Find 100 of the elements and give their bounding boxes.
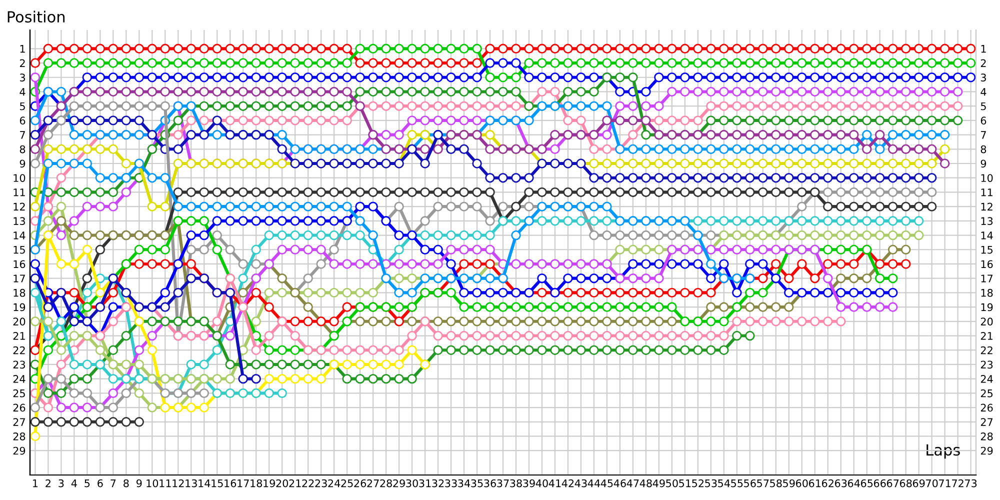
y-tick-label: 8	[20, 145, 26, 154]
x-tick-label: 53	[705, 479, 717, 488]
x-tick-label: 52	[692, 479, 704, 488]
x-tick-label: 11	[160, 479, 171, 488]
x-tick-label: 20	[276, 479, 288, 488]
y2-tick-label: 13	[981, 217, 993, 226]
x-tick-label: 59	[783, 479, 795, 488]
y2-tick-label: 22	[980, 346, 992, 354]
y-tick-label: 5	[20, 102, 25, 110]
x-tick-label: 34	[458, 479, 470, 488]
x-tick-label: 32	[432, 479, 444, 488]
y2-tick-label: 23	[980, 360, 993, 369]
x-tick-label: 21	[289, 479, 301, 488]
x-tick-label: 22	[302, 479, 314, 488]
y-tick-label: 6	[20, 116, 26, 125]
y-tick-label: 22	[13, 346, 25, 354]
x-tick-label: 68	[900, 479, 912, 488]
y-tick-label: 1	[20, 45, 25, 53]
x-tick-label: 64	[848, 479, 860, 488]
y-tick-label: 29	[13, 446, 26, 455]
y-tick-label: 10	[14, 174, 26, 182]
x-tick-label: 13	[186, 479, 197, 488]
x-tick-label: 43	[574, 479, 587, 488]
y-tick-label: 14	[14, 232, 26, 240]
x-tick-label: 7	[110, 479, 116, 488]
y2-tick-label: 27	[980, 418, 993, 426]
y2-tick-label: 26	[980, 404, 993, 412]
x-tick-label: 18	[250, 479, 262, 488]
x-tick-label: 40	[536, 479, 548, 488]
y-tick-label: 28	[13, 432, 26, 440]
y2-tick-label: 6	[980, 116, 986, 125]
x-tick-label: 35	[471, 479, 483, 488]
x-tick-label: 12	[172, 479, 184, 488]
y2-tick-label: 12	[981, 202, 992, 211]
y2-tick-label: 19	[981, 303, 993, 312]
y-tick-label: 15	[14, 246, 25, 254]
y2-tick-label: 16	[981, 260, 993, 268]
x-tick-label: 48	[640, 479, 652, 488]
x-tick-label: 14	[198, 479, 210, 488]
y-tick-label: 7	[20, 131, 25, 139]
y-tick-label: 16	[14, 260, 26, 268]
x-tick-label: 24	[328, 479, 340, 488]
y2-tick-label: 28	[980, 432, 993, 440]
x-tick-label: 16	[224, 479, 236, 488]
y-tick-label: 26	[13, 404, 26, 412]
x-tick-label: 57	[757, 479, 769, 488]
x-tick-label: 25	[341, 479, 353, 488]
x-tick-label: 42	[562, 479, 574, 488]
x-tick-label: 4	[71, 479, 77, 488]
x-tick-label: 70	[926, 479, 938, 488]
y2-tick-label: 18	[981, 288, 993, 297]
x-tick-label: 73	[965, 479, 977, 488]
y2-tick-label: 10	[981, 174, 993, 182]
x-tick-label: 61	[808, 479, 821, 488]
x-tick-label: 44	[588, 479, 600, 488]
x-tick-label: 1	[33, 479, 38, 488]
x-tick-label: 50	[666, 479, 678, 488]
y-tick-label: 25	[13, 389, 25, 398]
x-tick-label: 45	[600, 479, 613, 488]
x-tick-label: 37	[497, 479, 509, 488]
y2-tick-label: 7	[981, 131, 986, 139]
x-tick-label: 39	[523, 479, 535, 488]
x-tick-label: 2	[46, 479, 50, 488]
y-tick-label: 18	[14, 288, 26, 297]
y-tick-label: 24	[13, 375, 26, 383]
x-tick-label: 51	[679, 479, 691, 488]
y-tick-label: 20	[13, 318, 26, 326]
y2-tick-label: 20	[980, 318, 993, 326]
y-tick-label: 21	[13, 332, 25, 340]
y-tick-label: 9	[20, 160, 26, 168]
x-tick-label: 56	[744, 479, 756, 488]
y-tick-label: 11	[14, 188, 25, 196]
x-tick-label: 36	[484, 479, 496, 488]
x-tick-label: 19	[264, 479, 275, 488]
y2-tick-label: 29	[980, 446, 993, 455]
x-tick-label: 54	[718, 479, 730, 488]
y2-tick-label: 3	[980, 74, 986, 82]
x-tick-label: 69	[912, 479, 925, 488]
y-axis-title: Position	[8, 10, 65, 23]
y2-tick-label: 11	[981, 188, 992, 196]
y2-tick-label: 24	[980, 375, 993, 383]
x-tick-label: 23	[315, 479, 327, 488]
y2-tick-label: 1	[981, 45, 986, 53]
x-tick-label: 71	[939, 479, 950, 488]
x-tick-label: 58	[770, 479, 782, 488]
y2-tick-label: 21	[980, 332, 992, 340]
y2-tick-label: 17	[981, 274, 993, 282]
x-tick-label: 15	[212, 479, 223, 488]
y2-tick-label: 5	[980, 102, 986, 110]
y2-tick-label: 25	[980, 389, 993, 398]
x-tick-label: 49	[652, 479, 665, 488]
y2-tick-label: 2	[980, 59, 986, 67]
x-tick-label: 17	[238, 479, 249, 488]
x-tick-label: 47	[626, 479, 639, 488]
x-tick-label: 6	[98, 479, 103, 488]
x-tick-label: 62	[822, 479, 834, 488]
y-tick-label: 4	[20, 88, 26, 96]
x-tick-label: 41	[548, 479, 561, 488]
y2-tick-label: 8	[980, 145, 986, 154]
x-tick-label: 8	[124, 479, 129, 488]
